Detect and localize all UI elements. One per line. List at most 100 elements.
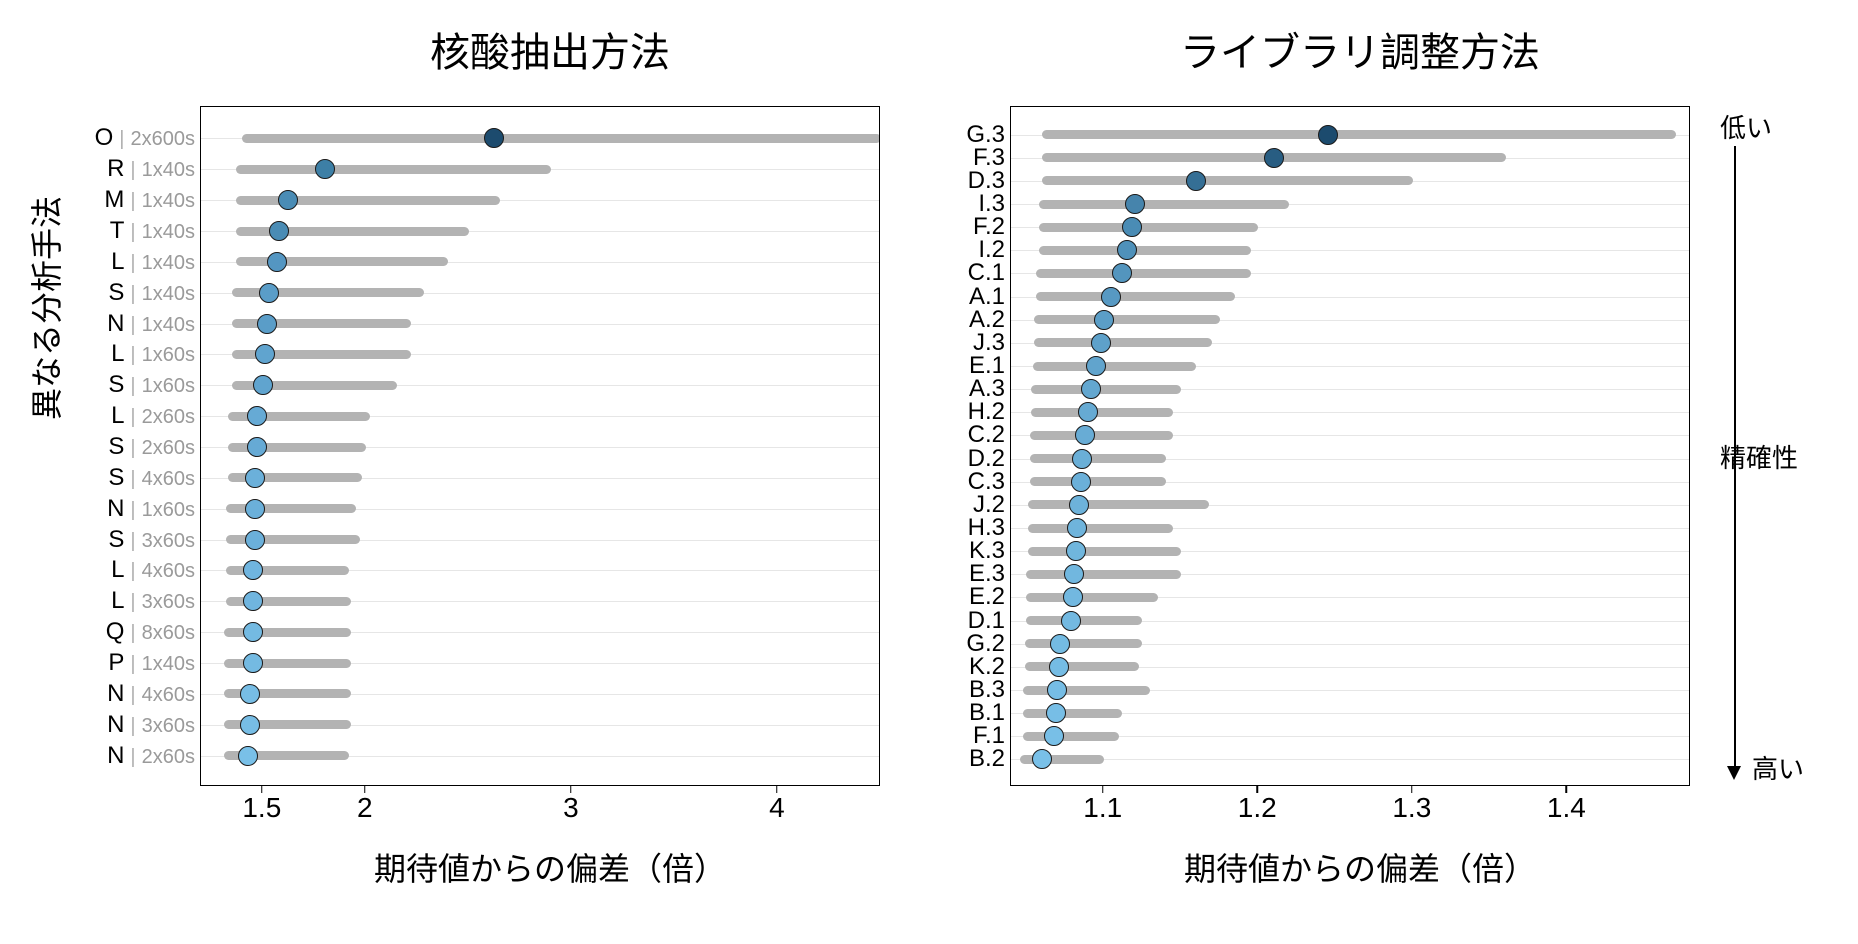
data-dot <box>247 437 267 457</box>
row-label: N|4x60s <box>107 680 195 708</box>
data-dot <box>1112 263 1132 283</box>
data-dot <box>243 653 263 673</box>
panel-a-x-ticks: 1.5234 <box>200 786 880 822</box>
x-tick-label: 1.5 <box>242 792 281 824</box>
row-label: P|1x40s <box>108 649 195 677</box>
row-label-separator: | <box>130 190 135 213</box>
error-bar <box>1042 176 1413 185</box>
row-label-separator: | <box>130 375 135 398</box>
data-dot <box>1101 287 1121 307</box>
row-label-separator: | <box>119 128 124 151</box>
error-bar <box>1031 385 1181 394</box>
data-dot <box>1086 356 1106 376</box>
row-label-main: S <box>108 526 124 554</box>
data-dot <box>1032 749 1052 769</box>
accuracy-arrow-line <box>1734 146 1736 766</box>
panel-b-plot: G.3F.3D.3I.3F.2I.2C.1A.1A.2J.3E.1A.3H.2C… <box>1010 106 1690 786</box>
row-label: O|2x600s <box>95 124 195 152</box>
data-dot <box>1078 402 1098 422</box>
x-tick-label: 1.2 <box>1238 792 1277 824</box>
panel-b-x-axis-title: 期待値からの偏差（倍） <box>1010 844 1710 890</box>
x-tick-label: 4 <box>769 792 785 824</box>
row-label-sub: 1x40s <box>142 190 195 213</box>
error-bar <box>1025 639 1142 648</box>
data-dot <box>257 314 277 334</box>
row-label: R|1x40s <box>107 155 195 183</box>
error-bar <box>1028 547 1181 556</box>
data-dot <box>267 252 287 272</box>
data-dot <box>1117 240 1137 260</box>
row-label-sub: 1x40s <box>142 653 195 676</box>
row-label-separator: | <box>130 314 135 337</box>
data-dot <box>1050 634 1070 654</box>
error-bar <box>1034 338 1212 347</box>
error-bar <box>1030 431 1174 440</box>
row-label-separator: | <box>130 622 135 645</box>
data-dot <box>1061 611 1081 631</box>
row-label: B.2 <box>969 745 1005 773</box>
data-dot <box>278 190 298 210</box>
row-label-main: N <box>107 742 124 770</box>
row-label-main: T <box>110 217 125 245</box>
row-label: L|2x60s <box>111 402 195 430</box>
error-bar <box>1031 408 1173 417</box>
error-bar <box>1028 500 1209 509</box>
row-label-separator: | <box>130 252 135 275</box>
data-dot <box>1071 472 1091 492</box>
data-dot <box>484 128 504 148</box>
data-dot <box>1264 148 1284 168</box>
row-label: S|1x40s <box>108 279 195 307</box>
error-bar <box>242 134 879 143</box>
data-dot <box>1063 587 1083 607</box>
row-label-sub: 1x40s <box>142 314 195 337</box>
data-dot <box>1069 495 1089 515</box>
x-tick-label: 3 <box>563 792 579 824</box>
data-dot <box>1122 217 1142 237</box>
row-label: S|4x60s <box>108 464 195 492</box>
row-label-main: R <box>107 155 124 183</box>
error-bar <box>1023 732 1119 741</box>
row-label-sub: 2x600s <box>131 128 196 151</box>
data-dot <box>1075 425 1095 445</box>
row-label-sub: 1x40s <box>142 221 195 244</box>
row-label: L|3x60s <box>111 587 195 615</box>
row-label-sub: 1x40s <box>142 159 195 182</box>
error-bar <box>1026 593 1157 602</box>
data-dot <box>1046 703 1066 723</box>
row-label-sub: 4x60s <box>142 560 195 583</box>
row-label-sub: 2x60s <box>142 406 195 429</box>
row-label-sub: 1x60s <box>142 375 195 398</box>
row-label: N|1x40s <box>107 310 195 338</box>
data-dot <box>1318 125 1338 145</box>
data-dot <box>1049 657 1069 677</box>
row-label-separator: | <box>130 406 135 429</box>
row-label-main: S <box>108 464 124 492</box>
row-label-separator: | <box>130 560 135 583</box>
row-label-sub: 8x60s <box>142 622 195 645</box>
row-label: N|3x60s <box>107 711 195 739</box>
row-label-sub: 1x40s <box>142 252 195 275</box>
data-dot <box>247 406 267 426</box>
accuracy-low-label: 低い <box>1720 108 1772 145</box>
row-label-main: L <box>111 340 124 368</box>
data-dot <box>240 715 260 735</box>
row-label-separator: | <box>130 499 135 522</box>
error-bar <box>1039 223 1258 232</box>
x-tick-label: 1.4 <box>1547 792 1586 824</box>
data-dot <box>1081 379 1101 399</box>
row-label-separator: | <box>130 344 135 367</box>
row-label-sub: 1x60s <box>142 499 195 522</box>
error-bar <box>1023 709 1122 718</box>
row-label: Q|8x60s <box>106 618 195 646</box>
row-label-sub: 4x60s <box>142 468 195 491</box>
error-bar <box>1039 246 1251 255</box>
data-dot <box>1064 564 1084 584</box>
x-tick-label: 1.3 <box>1392 792 1431 824</box>
row-label: S|3x60s <box>108 526 195 554</box>
data-dot <box>243 560 263 580</box>
row-label: N|2x60s <box>107 742 195 770</box>
data-dot <box>238 746 258 766</box>
row-label: L|4x60s <box>111 556 195 584</box>
row-label-main: N <box>107 495 124 523</box>
row-label-separator: | <box>130 715 135 738</box>
